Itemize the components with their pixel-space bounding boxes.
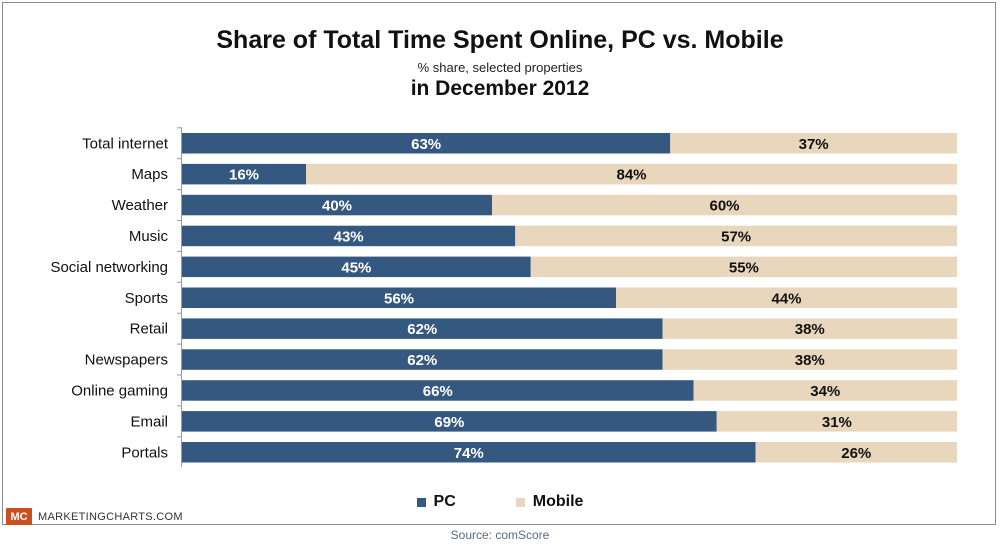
- bar-pc: [182, 163, 306, 185]
- data-label-pc: 56%: [384, 290, 414, 307]
- bar-chart: Total internet 63% 37% Maps 16% 84% Weather 40%…: [50, 127, 957, 467]
- data-label-pc: 40%: [322, 198, 352, 215]
- data-label-pc: 74%: [454, 445, 484, 462]
- bar-mobile: [662, 318, 957, 339]
- data-label-mobile: 31%: [822, 414, 852, 431]
- category-label: Retail: [130, 321, 168, 338]
- legend: PC Mobile: [0, 493, 1000, 511]
- legend-label-mobile: Mobile: [532, 493, 584, 510]
- bar-pc: [182, 133, 671, 154]
- category-label: Newspapers: [85, 352, 168, 369]
- category-label: Social networking: [50, 259, 168, 276]
- chart-date-subtitle: in December 2012: [410, 77, 590, 100]
- legend-label-pc: PC: [433, 493, 456, 510]
- category-label: Portals: [121, 444, 168, 461]
- bar-mobile: [670, 133, 957, 154]
- bar-mobile: [616, 287, 957, 308]
- bar-mobile: [530, 256, 957, 278]
- bar-pc: [182, 256, 531, 278]
- bar-mobile: [755, 442, 957, 463]
- bar-pc: [182, 349, 663, 370]
- logo-text: MARKETINGCHARTS.COM: [38, 510, 183, 523]
- data-label-mobile: 55%: [729, 259, 759, 276]
- category-label: Weather: [112, 197, 168, 214]
- data-label-pc: 62%: [407, 352, 437, 369]
- bar-mobile: [662, 349, 957, 370]
- data-label-mobile: 57%: [721, 228, 751, 245]
- data-label-pc: 63%: [411, 136, 441, 153]
- data-label-pc: 69%: [434, 414, 464, 431]
- category-label: Music: [129, 228, 169, 245]
- data-label-pc: 43%: [334, 228, 364, 245]
- bar-pc: [182, 442, 756, 463]
- bar-mobile: [515, 225, 957, 247]
- bar-mobile: [306, 163, 957, 185]
- legend-swatch-pc: [416, 497, 426, 507]
- category-label: Email: [130, 413, 168, 430]
- bar-mobile: [693, 380, 957, 401]
- data-label-pc: 16%: [229, 167, 259, 184]
- category-label: Sports: [125, 290, 168, 307]
- data-label-mobile: 37%: [799, 136, 829, 153]
- legend-item-pc: PC: [416, 493, 456, 511]
- bar-pc: [182, 318, 663, 339]
- bar-mobile: [492, 194, 957, 216]
- bar-pc: [182, 380, 694, 401]
- data-label-pc: 66%: [423, 383, 453, 400]
- category-label: Total internet: [82, 135, 169, 152]
- bar-pc: [182, 287, 616, 308]
- bar-pc: [182, 194, 492, 216]
- chart-subtitle: % share, selected properties: [417, 60, 583, 75]
- category-label: Maps: [131, 166, 168, 183]
- data-label-pc: 62%: [407, 321, 437, 338]
- category-label: Online gaming: [71, 382, 168, 399]
- data-label-mobile: 26%: [841, 445, 871, 462]
- data-label-mobile: 60%: [709, 198, 739, 215]
- data-label-mobile: 44%: [771, 290, 801, 307]
- data-label-mobile: 38%: [795, 352, 825, 369]
- data-label-mobile: 84%: [616, 167, 646, 184]
- chart-title: Share of Total Time Spent Online, PC vs.…: [216, 26, 784, 54]
- data-label-pc: 45%: [341, 259, 371, 276]
- brand-logo: MC MARKETINGCHARTS.COM: [6, 508, 183, 525]
- bar-pc: [182, 225, 516, 247]
- logo-mark: MC: [6, 508, 32, 525]
- data-label-mobile: 38%: [795, 321, 825, 338]
- bar-pc: [182, 411, 717, 432]
- source-note: Source: comScore: [450, 528, 550, 542]
- legend-swatch-mobile: [515, 497, 525, 507]
- legend-item-mobile: Mobile: [515, 493, 584, 511]
- data-label-mobile: 34%: [810, 383, 840, 400]
- bar-mobile: [716, 411, 957, 432]
